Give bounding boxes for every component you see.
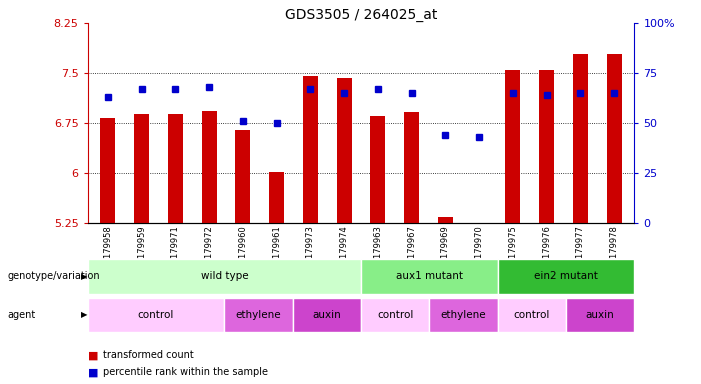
Bar — [100, 118, 116, 223]
Text: ■: ■ — [88, 367, 98, 377]
Bar — [498, 259, 634, 294]
Bar — [429, 298, 498, 332]
Text: agent: agent — [7, 310, 35, 320]
Bar — [361, 298, 429, 332]
Bar — [88, 259, 361, 294]
Text: ■: ■ — [88, 350, 98, 360]
Bar — [202, 111, 217, 223]
Text: aux1 mutant: aux1 mutant — [396, 271, 463, 281]
Bar — [293, 298, 361, 332]
Text: ein2 mutant: ein2 mutant — [534, 271, 598, 281]
Text: ethylene: ethylene — [236, 310, 281, 320]
Text: auxin: auxin — [586, 310, 615, 320]
Bar — [438, 217, 453, 223]
Bar — [168, 114, 183, 223]
Bar — [472, 223, 486, 225]
Text: control: control — [514, 310, 550, 320]
Bar — [606, 54, 622, 223]
Text: ethylene: ethylene — [441, 310, 486, 320]
Bar — [336, 78, 352, 223]
Bar — [404, 112, 419, 223]
Bar — [361, 259, 498, 294]
Bar — [539, 70, 554, 223]
Bar — [573, 54, 588, 223]
Bar — [224, 298, 293, 332]
Bar — [505, 70, 520, 223]
Bar — [269, 172, 284, 223]
Bar — [498, 298, 566, 332]
Bar — [134, 114, 149, 223]
Title: GDS3505 / 264025_at: GDS3505 / 264025_at — [285, 8, 437, 22]
Text: ▶: ▶ — [81, 310, 87, 319]
Bar — [370, 116, 386, 223]
Bar — [566, 298, 634, 332]
Text: transformed count: transformed count — [103, 350, 193, 360]
Text: auxin: auxin — [313, 310, 341, 320]
Bar — [236, 129, 250, 223]
Text: control: control — [377, 310, 414, 320]
Text: ▶: ▶ — [81, 272, 87, 281]
Bar — [88, 298, 224, 332]
Text: genotype/variation: genotype/variation — [7, 271, 100, 281]
Bar — [303, 76, 318, 223]
Text: wild type: wild type — [200, 271, 248, 281]
Text: control: control — [138, 310, 174, 320]
Text: percentile rank within the sample: percentile rank within the sample — [103, 367, 268, 377]
